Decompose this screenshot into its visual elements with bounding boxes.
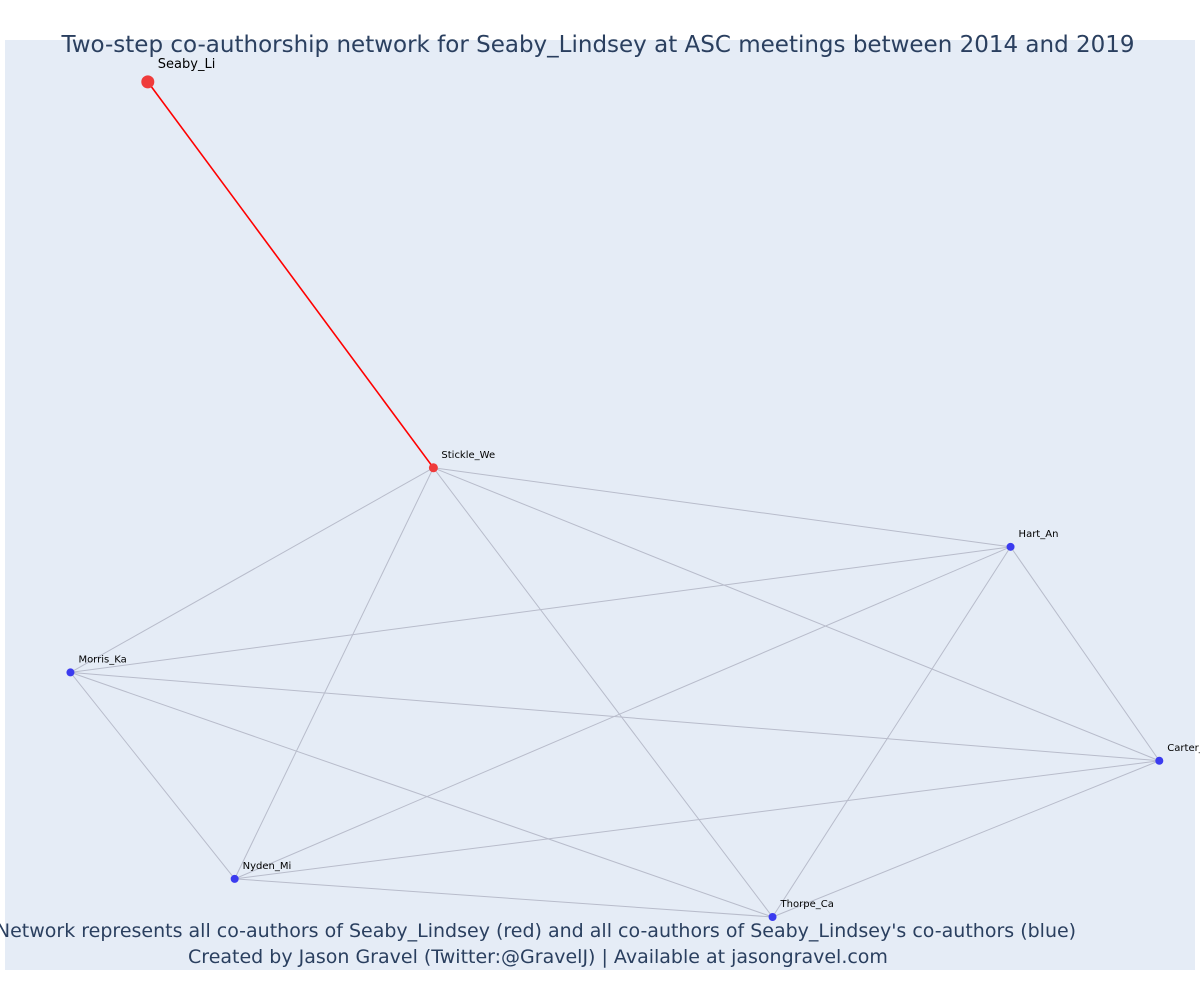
node-label-Stickle_We: Stickle_We [441,450,495,461]
node-Stickle_We[interactable] [428,463,438,473]
edge-Morris_Ka-Carter_Vi [70,671,1160,762]
node-Hart_An[interactable] [1006,542,1015,551]
node-Morris_Ka[interactable] [66,668,75,677]
edge-Stickle_We-Carter_Vi [433,467,1160,762]
node-label-Carter_Vi: Carter_Vi [1167,743,1200,754]
node-label-Seaby_Li: Seaby_Li [158,57,216,72]
caption-line-1: Network represents all co-authors of Sea… [0,920,1076,942]
node-label-Morris_Ka: Morris_Ka [78,654,126,665]
edge-Stickle_We-Hart_An [433,467,1011,548]
node-label-Nyden_Mi: Nyden_Mi [243,861,292,872]
node-label-Thorpe_Ca: Thorpe_Ca [780,899,834,910]
edge-Stickle_We-Morris_Ka [70,467,434,673]
edge-Hart_An-Morris_Ka [70,546,1011,673]
edge-Morris_Ka-Nyden_Mi [70,672,236,880]
edge-Stickle_We-Thorpe_Ca [433,467,773,918]
node-labels-layer: Seaby_Li Stickle_We Hart_An Morris_Ka Carter… [78,57,1200,910]
edge-Seaby_Li-Stickle_We [147,81,435,469]
edge-Carter_Vi-Nyden_Mi [234,760,1160,880]
edge-Carter_Vi-Thorpe_Ca [772,760,1160,918]
edges-layer [70,81,1160,918]
node-Seaby_Li[interactable] [141,75,155,89]
edge-Hart_An-Carter_Vi [1010,546,1160,762]
edge-Nyden_Mi-Thorpe_Ca [234,878,773,918]
edge-Stickle_We-Nyden_Mi [234,467,434,880]
edge-Morris_Ka-Thorpe_Ca [70,671,773,918]
plot-background [5,40,1195,970]
edge-Hart_An-Thorpe_Ca [772,546,1011,918]
node-Thorpe_Ca[interactable] [768,912,777,921]
edge-Hart_An-Nyden_Mi [234,546,1011,880]
nodes-layer [66,75,1164,921]
node-Nyden_Mi[interactable] [230,874,239,883]
node-Carter_Vi[interactable] [1155,756,1164,765]
chart-title: Two-step co-authorship network for Seaby… [60,32,1134,58]
caption-line-2: Created by Jason Gravel (Twitter:@Gravel… [188,946,888,968]
node-label-Hart_An: Hart_An [1019,529,1059,540]
